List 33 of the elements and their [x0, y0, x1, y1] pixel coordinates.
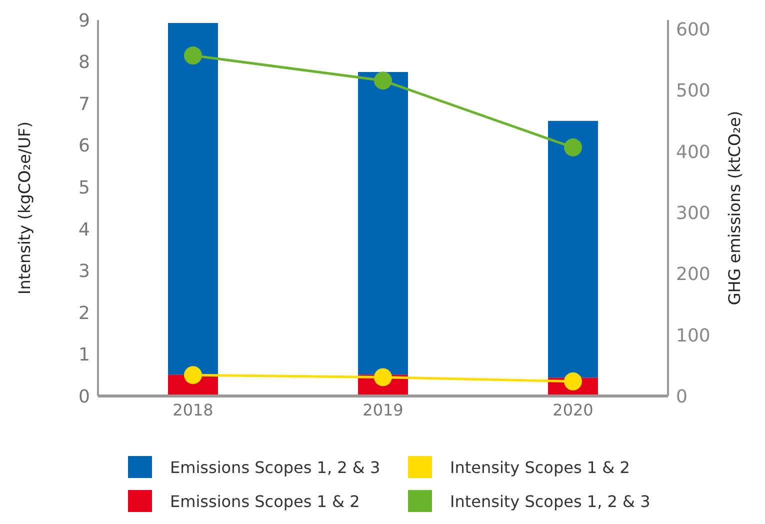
- x-tick-label: 2020: [552, 400, 594, 420]
- y-tick-label: 8: [78, 52, 90, 74]
- legend-label: Emissions Scopes 1 & 2: [170, 492, 360, 510]
- y2-tick-label: 100: [676, 325, 710, 346]
- legend-label: Intensity Scopes 1 & 2: [450, 458, 630, 476]
- y-tick-label: 1: [78, 344, 90, 366]
- y2-tick-label: 300: [676, 202, 710, 224]
- y-tick-label: 4: [78, 219, 90, 240]
- legend-label: Emissions Scopes 1, 2 & 3: [170, 458, 380, 476]
- y2-axis-title: GHG emissions (ktCO₂e): [725, 110, 744, 306]
- point: [564, 372, 582, 390]
- y-tick-label: 6: [78, 136, 90, 157]
- y-tick-label: 5: [78, 178, 90, 198]
- point: [184, 46, 202, 65]
- y-axis-title: Intensity (kgCO₂e/UF): [15, 122, 34, 294]
- legend-label: Intensity Scopes 1, 2 & 3: [450, 492, 650, 510]
- y-tick-label: 2: [78, 302, 90, 324]
- y2-tick-label: 0: [676, 386, 688, 408]
- y2-tick-label: 600: [676, 20, 710, 41]
- y-tick-label: 9: [78, 10, 90, 32]
- bar: [358, 72, 408, 375]
- point: [564, 138, 582, 156]
- x-tick-label: 2018: [172, 400, 214, 420]
- bar: [548, 120, 598, 378]
- y2-tick-label: 500: [676, 80, 710, 102]
- point: [374, 72, 392, 90]
- y-tick-label: 3: [78, 261, 90, 282]
- y-tick-label: 0: [78, 386, 90, 408]
- y2-tick-label: 400: [676, 142, 710, 163]
- y2-tick-label: 200: [676, 264, 710, 286]
- x-tick-label: 2019: [362, 400, 404, 420]
- y-tick-label: 7: [78, 94, 90, 115]
- bar: [168, 23, 218, 375]
